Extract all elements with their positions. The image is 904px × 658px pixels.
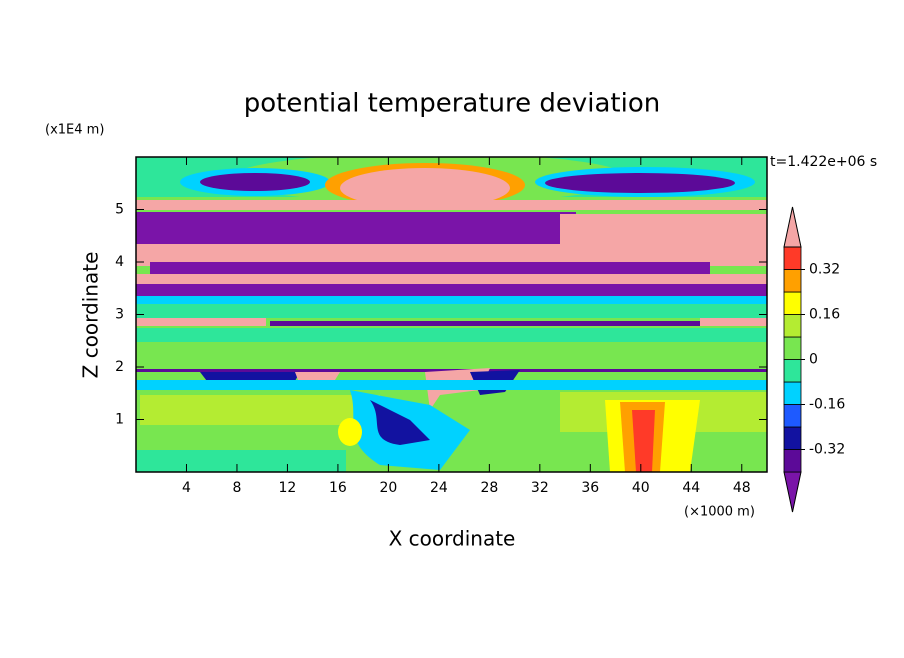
- x-tick-label: 8: [232, 480, 241, 496]
- x-tick-label: 32: [531, 480, 549, 496]
- contour-region: [136, 212, 576, 246]
- contour-region: [200, 173, 310, 191]
- colorbar-box: [783, 404, 802, 428]
- contour-region: [700, 318, 767, 326]
- y-tick-label: 5: [115, 202, 124, 218]
- x-tick-label: 24: [430, 480, 448, 496]
- time-annotation: t=1.422e+06 s: [770, 154, 877, 170]
- y-tick-label: 4: [115, 254, 124, 270]
- contour-region: [136, 450, 346, 472]
- x-tick-label: 28: [480, 480, 498, 496]
- contour-region: [340, 168, 510, 208]
- colorbar-tick-label: 0: [809, 352, 818, 368]
- y-unit: (x1E4 m): [45, 123, 104, 138]
- contour-region: [136, 244, 767, 266]
- contour-region: [136, 200, 767, 210]
- x-tick-label: 4: [182, 480, 191, 496]
- x-tick-label: 20: [379, 480, 397, 496]
- colorbar-high: [783, 206, 802, 248]
- colorbar-box: [783, 381, 802, 405]
- colorbar-low: [783, 471, 802, 513]
- contour-region: [370, 400, 430, 445]
- contour-region: [560, 214, 767, 248]
- x-tick-label: 44: [682, 480, 700, 496]
- colorbar-box: [783, 314, 802, 338]
- contour-region: [338, 418, 362, 446]
- x-tick-label: 16: [329, 480, 347, 496]
- contour-region: [136, 380, 767, 390]
- colorbar-box: [783, 359, 802, 383]
- contour-region: [136, 296, 767, 304]
- y-tick-label: 3: [115, 307, 124, 323]
- x-axis-label: X coordinate: [389, 527, 516, 551]
- colorbar-box: [783, 336, 802, 360]
- y-tick-label: 2: [115, 359, 124, 375]
- contour-region: [136, 304, 767, 318]
- colorbar-box: [783, 291, 802, 315]
- colorbar-tick-label: 0.32: [809, 262, 840, 278]
- colorbar-tick-label: -0.32: [809, 442, 845, 458]
- colorbar-tick-label: 0.16: [809, 307, 840, 323]
- colorbar-tick-label: -0.16: [809, 397, 845, 413]
- contour-region: [136, 318, 266, 326]
- contour-region: [136, 284, 767, 296]
- x-tick-label: 48: [733, 480, 751, 496]
- contour-region: [632, 410, 655, 472]
- contour-region: [136, 328, 767, 342]
- x-tick-label: 36: [581, 480, 599, 496]
- contour-field: [136, 157, 767, 472]
- colorbar-box: [783, 269, 802, 293]
- chart-title: potential temperature deviation: [244, 89, 660, 119]
- x-tick-label: 40: [632, 480, 650, 496]
- y-tick-label: 1: [115, 412, 124, 428]
- contour-region: [136, 274, 767, 284]
- contour-region: [270, 321, 700, 326]
- y-axis-label: Z coordinate: [79, 252, 103, 379]
- x-unit: (×1000 m): [684, 505, 755, 520]
- colorbar-box: [783, 449, 802, 473]
- contour-region: [150, 262, 710, 276]
- x-tick-label: 12: [279, 480, 297, 496]
- colorbar-box: [783, 426, 802, 450]
- contour-region: [140, 395, 380, 425]
- contour-region: [545, 173, 735, 193]
- colorbar-box: [783, 246, 802, 270]
